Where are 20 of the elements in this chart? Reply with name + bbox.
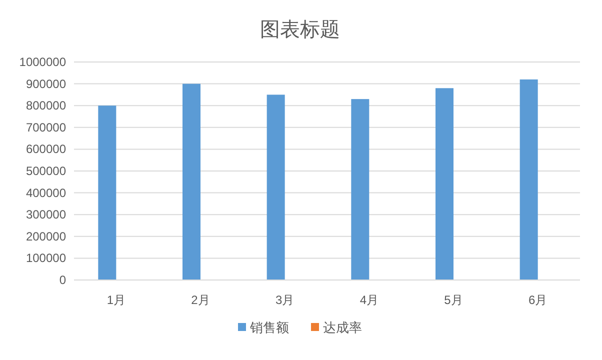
y-tick-label: 800000 bbox=[26, 98, 66, 113]
x-tick-label: 4月 bbox=[360, 293, 379, 307]
y-tick-label: 500000 bbox=[26, 164, 66, 178]
y-tick-label: 100000 bbox=[26, 251, 66, 266]
y-tick-label: 300000 bbox=[26, 208, 66, 222]
x-tick-label: 1月 bbox=[106, 293, 126, 307]
y-tick-label: 0 bbox=[59, 273, 66, 287]
chart-title: 图表标题 bbox=[260, 19, 340, 41]
x-tick-label: 6月 bbox=[528, 293, 548, 307]
legend-label: 达成率 bbox=[323, 320, 362, 335]
y-tick-label: 400000 bbox=[26, 186, 66, 200]
y-tick-label: 200000 bbox=[26, 229, 66, 244]
y-tick-label: 700000 bbox=[26, 120, 66, 134]
y-tick-label: 900000 bbox=[26, 76, 66, 91]
y-tick-label: 1000000 bbox=[19, 55, 66, 69]
x-tick-label: 5月 bbox=[444, 293, 463, 307]
x-tick-label: 3月 bbox=[275, 293, 294, 307]
x-tick-label: 2月 bbox=[191, 293, 210, 307]
y-tick-label: 600000 bbox=[26, 142, 66, 156]
legend-label: 销售额 bbox=[249, 320, 289, 335]
